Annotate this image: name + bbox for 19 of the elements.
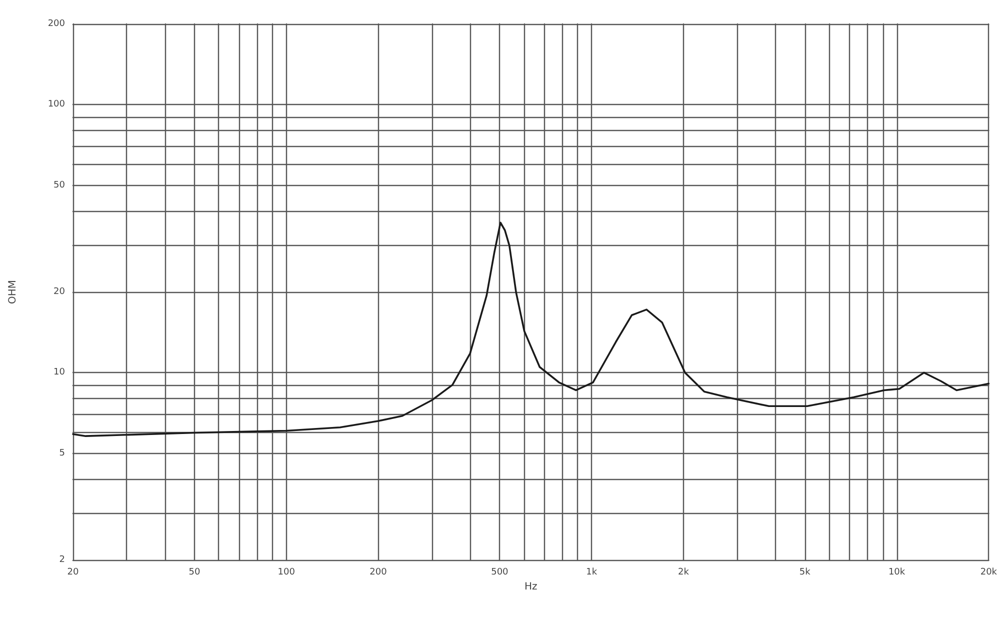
x-tick-label: 5k <box>799 568 812 578</box>
x-tick-label: 20k <box>980 568 998 578</box>
x-tick-label: 20 <box>67 568 79 578</box>
x-tick-label: 1k <box>586 568 598 578</box>
y-tick-label: 100 <box>48 100 66 110</box>
y-tick-label: 2 <box>59 555 65 565</box>
y-tick-label: 5 <box>59 448 65 458</box>
x-tick-label: 200 <box>370 568 388 578</box>
x-axis-title: Hz <box>524 581 538 592</box>
x-tick-label: 2k <box>678 568 690 578</box>
x-tick-label: 50 <box>188 568 200 578</box>
x-tick-label: 500 <box>491 568 509 578</box>
x-tick-label: 100 <box>278 568 296 578</box>
y-tick-label: 200 <box>48 19 66 29</box>
x-tick-label: 10k <box>888 568 906 578</box>
y-tick-label: 10 <box>54 368 66 378</box>
y-axis-title: OHM <box>8 280 18 304</box>
y-tick-label: 50 <box>54 180 66 190</box>
y-tick-label: 20 <box>54 287 66 297</box>
